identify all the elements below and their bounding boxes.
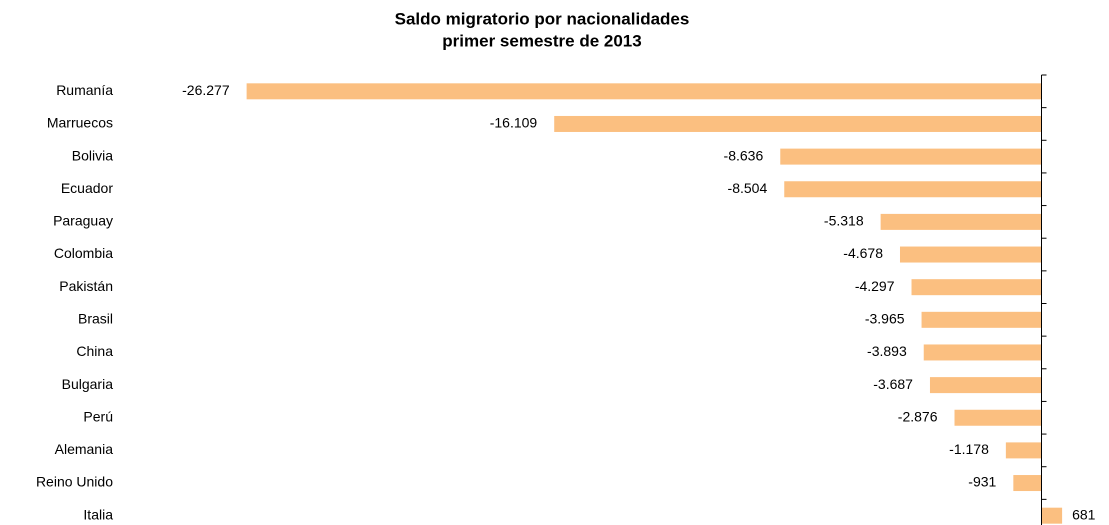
y-tick-label: Perú <box>83 408 113 424</box>
bar <box>780 148 1042 165</box>
bar <box>911 279 1042 296</box>
y-tick-label: Brasil <box>78 311 113 327</box>
bar <box>1041 507 1063 524</box>
y-tick-label: China <box>76 343 113 359</box>
y-tick-label: Ecuador <box>61 180 113 196</box>
bar <box>554 115 1042 132</box>
y-tick-label: Paraguay <box>53 213 113 229</box>
value-label: -16.109 <box>490 115 538 131</box>
value-label: -4.678 <box>843 245 883 261</box>
chart-title: Saldo migratorio por nacionalidades <box>395 9 690 28</box>
value-label: 681 <box>1072 506 1096 522</box>
value-label: -5.318 <box>824 213 864 229</box>
value-label: -26.277 <box>182 82 230 98</box>
y-tick-label: Alemania <box>55 441 114 457</box>
value-label: -3.687 <box>873 376 913 392</box>
bar <box>921 311 1042 328</box>
bar <box>784 181 1042 198</box>
y-tick-label: Colombia <box>54 245 113 261</box>
y-tick-label: Marruecos <box>47 115 113 131</box>
bar <box>899 246 1042 263</box>
value-label: -3.965 <box>865 311 905 327</box>
y-tick-label: Bulgaria <box>62 376 114 392</box>
y-tick-label: Pakistán <box>59 278 113 294</box>
bar <box>929 377 1042 394</box>
bar <box>246 83 1042 100</box>
chart-subtitle: primer semestre de 2013 <box>442 31 641 50</box>
y-tick-label: Italia <box>83 506 113 522</box>
bar <box>1005 442 1042 459</box>
bar <box>923 344 1042 361</box>
bar <box>1013 475 1042 492</box>
y-tick-label: Rumanía <box>56 82 113 98</box>
y-tick-label: Bolivia <box>72 147 113 163</box>
value-label: -2.876 <box>898 408 938 424</box>
value-label: -4.297 <box>855 278 895 294</box>
value-label: -8.504 <box>728 180 768 196</box>
value-label: -931 <box>968 474 996 490</box>
bar <box>880 213 1042 230</box>
value-label: -8.636 <box>724 147 764 163</box>
y-tick-label: Reino Unido <box>36 474 113 490</box>
value-label: -3.893 <box>867 343 907 359</box>
value-label: -1.178 <box>949 441 989 457</box>
bar <box>954 409 1042 426</box>
